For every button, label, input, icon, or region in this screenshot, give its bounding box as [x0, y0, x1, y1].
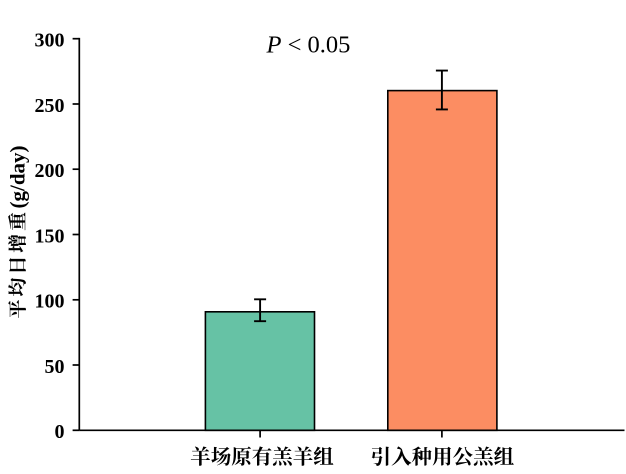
svg-text:300: 300 — [35, 30, 65, 52]
svg-text:(g/day): (g/day) — [5, 145, 29, 208]
svg-text:50: 50 — [45, 356, 65, 378]
svg-text:0: 0 — [55, 421, 65, 443]
svg-text:100: 100 — [35, 291, 65, 313]
svg-text:P < 0.05: P < 0.05 — [266, 32, 351, 59]
svg-text:250: 250 — [35, 95, 65, 117]
svg-text:200: 200 — [35, 160, 65, 182]
svg-text:150: 150 — [35, 225, 65, 247]
